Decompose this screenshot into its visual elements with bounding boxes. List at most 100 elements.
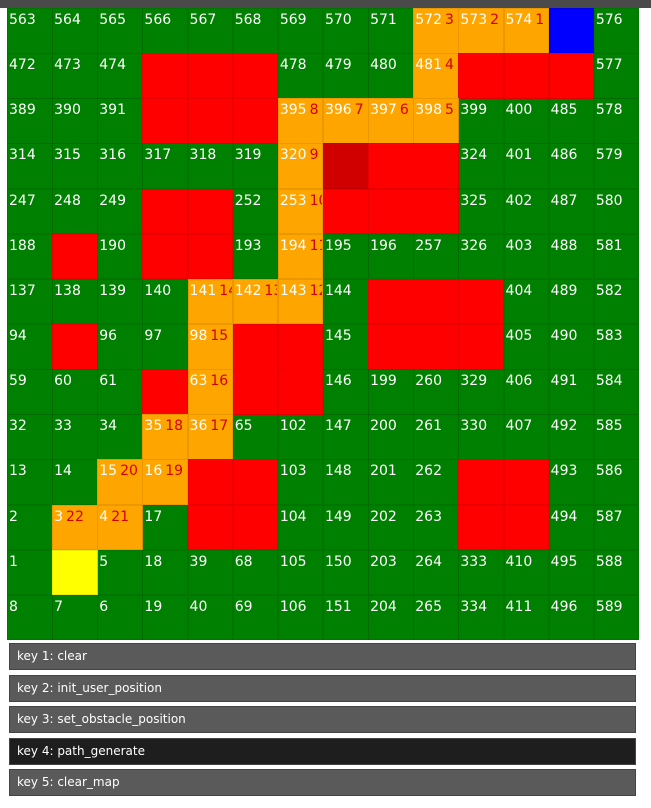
grid-cell[interactable]: 488 <box>548 233 595 280</box>
obstacle-cell[interactable] <box>187 459 234 506</box>
grid-cell[interactable]: 59 <box>7 369 53 415</box>
obstacle-cell[interactable] <box>187 98 234 144</box>
grid-cell[interactable]: 32 <box>7 414 53 460</box>
obstacle-cell[interactable] <box>503 53 550 99</box>
grid-cell[interactable]: 263 <box>413 504 459 551</box>
grid-cell[interactable]: 149 <box>322 504 369 551</box>
grid-cell[interactable]: 330 <box>458 414 505 460</box>
grid-cell[interactable]: 150 <box>322 549 369 596</box>
grid-cell[interactable]: 324 <box>458 143 505 190</box>
grid-cell[interactable]: 580 <box>593 188 640 235</box>
obstacle-cell[interactable] <box>232 459 279 506</box>
obstacle-cell[interactable] <box>187 53 234 99</box>
grid-cell[interactable]: 265 <box>413 594 459 641</box>
grid-cell[interactable]: 495 <box>548 549 595 596</box>
path-cell[interactable]: 14312 <box>277 278 324 325</box>
grid-cell[interactable]: 566 <box>142 8 189 54</box>
grid-cell[interactable]: 316 <box>97 143 143 190</box>
obstacle-cell[interactable] <box>458 278 505 325</box>
grid-cell[interactable]: 5 <box>97 549 143 596</box>
grid-cell[interactable]: 190 <box>97 233 143 280</box>
grid-cell[interactable]: 65 <box>232 414 279 460</box>
key-2-button[interactable]: key 2: init_user_position <box>9 675 636 702</box>
grid-cell[interactable]: 391 <box>97 98 143 144</box>
grid-cell[interactable]: 329 <box>458 369 505 415</box>
grid-cell[interactable]: 589 <box>593 594 640 641</box>
grid-cell[interactable]: 8 <box>7 594 53 641</box>
grid-cell[interactable]: 578 <box>593 98 640 144</box>
obstacle-cell[interactable] <box>142 233 189 280</box>
grid-cell[interactable]: 7 <box>52 594 98 641</box>
grid-cell[interactable]: 204 <box>368 594 414 641</box>
obstacle-cell[interactable] <box>368 323 414 370</box>
path-cell[interactable]: 572 3 <box>413 8 459 54</box>
grid-cell[interactable]: 570 <box>322 8 369 54</box>
obstacle-cell[interactable] <box>368 188 414 235</box>
path-cell[interactable]: 4 21 <box>97 504 143 551</box>
grid-cell[interactable]: 584 <box>593 369 640 415</box>
obstacle-cell[interactable] <box>142 188 189 235</box>
grid-cell[interactable]: 6 <box>97 594 143 641</box>
path-cell[interactable]: 398 5 <box>413 98 459 144</box>
grid-cell[interactable]: 411 <box>503 594 550 641</box>
obstacle-cell[interactable] <box>142 53 189 99</box>
path-cell[interactable]: 481 4 <box>413 53 459 99</box>
grid-cell[interactable]: 494 <box>548 504 595 551</box>
grid-cell[interactable]: 315 <box>52 143 98 190</box>
path-cell[interactable]: 14114 <box>187 278 234 325</box>
grid-cell[interactable]: 102 <box>277 414 324 460</box>
grid-cell[interactable]: 583 <box>593 323 640 370</box>
grid-cell[interactable]: 17 <box>142 504 189 551</box>
path-cell[interactable]: 63 16 <box>187 369 234 415</box>
obstacle-cell[interactable] <box>458 323 505 370</box>
grid-cell[interactable]: 14 <box>52 459 98 506</box>
obstacle-cell[interactable] <box>232 504 279 551</box>
grid-cell[interactable]: 563 <box>7 8 53 54</box>
grid-cell[interactable]: 104 <box>277 504 324 551</box>
obstacle-cell[interactable] <box>413 323 459 370</box>
grid-cell[interactable]: 97 <box>142 323 189 370</box>
obstacle-cell[interactable] <box>232 98 279 144</box>
grid-cell[interactable]: 138 <box>52 278 98 325</box>
obstacle-cell[interactable] <box>142 369 189 415</box>
grid-cell[interactable]: 492 <box>548 414 595 460</box>
grid-cell[interactable]: 139 <box>97 278 143 325</box>
map-grid[interactable]: 563 564 565 566 567 568 569 570 571 572 3 573 2 574 1 5… <box>7 8 640 641</box>
path-cell[interactable]: 14213 <box>232 278 279 325</box>
grid-cell[interactable]: 487 <box>548 188 595 235</box>
path-cell[interactable]: 98 15 <box>187 323 234 370</box>
grid-cell[interactable]: 249 <box>97 188 143 235</box>
grid-cell[interactable]: 18 <box>142 549 189 596</box>
grid-cell[interactable]: 472 <box>7 53 53 99</box>
grid-cell[interactable]: 579 <box>593 143 640 190</box>
obstacle-cell[interactable] <box>503 459 550 506</box>
grid-cell[interactable]: 486 <box>548 143 595 190</box>
grid-cell[interactable]: 319 <box>232 143 279 190</box>
obstacle-cell[interactable] <box>322 188 369 235</box>
grid-cell[interactable]: 569 <box>277 8 324 54</box>
obstacle-cell[interactable] <box>413 278 459 325</box>
grid-cell[interactable]: 407 <box>503 414 550 460</box>
path-cell[interactable]: 3 22 <box>52 504 98 551</box>
grid-cell[interactable]: 571 <box>368 8 414 54</box>
grid-cell[interactable]: 145 <box>322 323 369 370</box>
grid-cell[interactable]: 19 <box>142 594 189 641</box>
grid-cell[interactable]: 146 <box>322 369 369 415</box>
grid-cell[interactable]: 588 <box>593 549 640 596</box>
grid-cell[interactable]: 406 <box>503 369 550 415</box>
grid-cell[interactable]: 581 <box>593 233 640 280</box>
path-cell[interactable]: 15 20 <box>97 459 143 506</box>
grid-cell[interactable]: 325 <box>458 188 505 235</box>
grid-cell[interactable]: 144 <box>322 278 369 325</box>
grid-cell[interactable]: 201 <box>368 459 414 506</box>
obstacle-cell[interactable] <box>187 188 234 235</box>
grid-cell[interactable]: 199 <box>368 369 414 415</box>
grid-cell[interactable]: 410 <box>503 549 550 596</box>
grid-cell[interactable]: 400 <box>503 98 550 144</box>
grid-cell[interactable]: 39 <box>187 549 234 596</box>
grid-cell[interactable]: 257 <box>413 233 459 280</box>
grid-cell[interactable]: 577 <box>593 53 640 99</box>
obstacle-cell[interactable] <box>458 53 505 99</box>
key-3-button[interactable]: key 3: set_obstacle_position <box>9 706 636 733</box>
